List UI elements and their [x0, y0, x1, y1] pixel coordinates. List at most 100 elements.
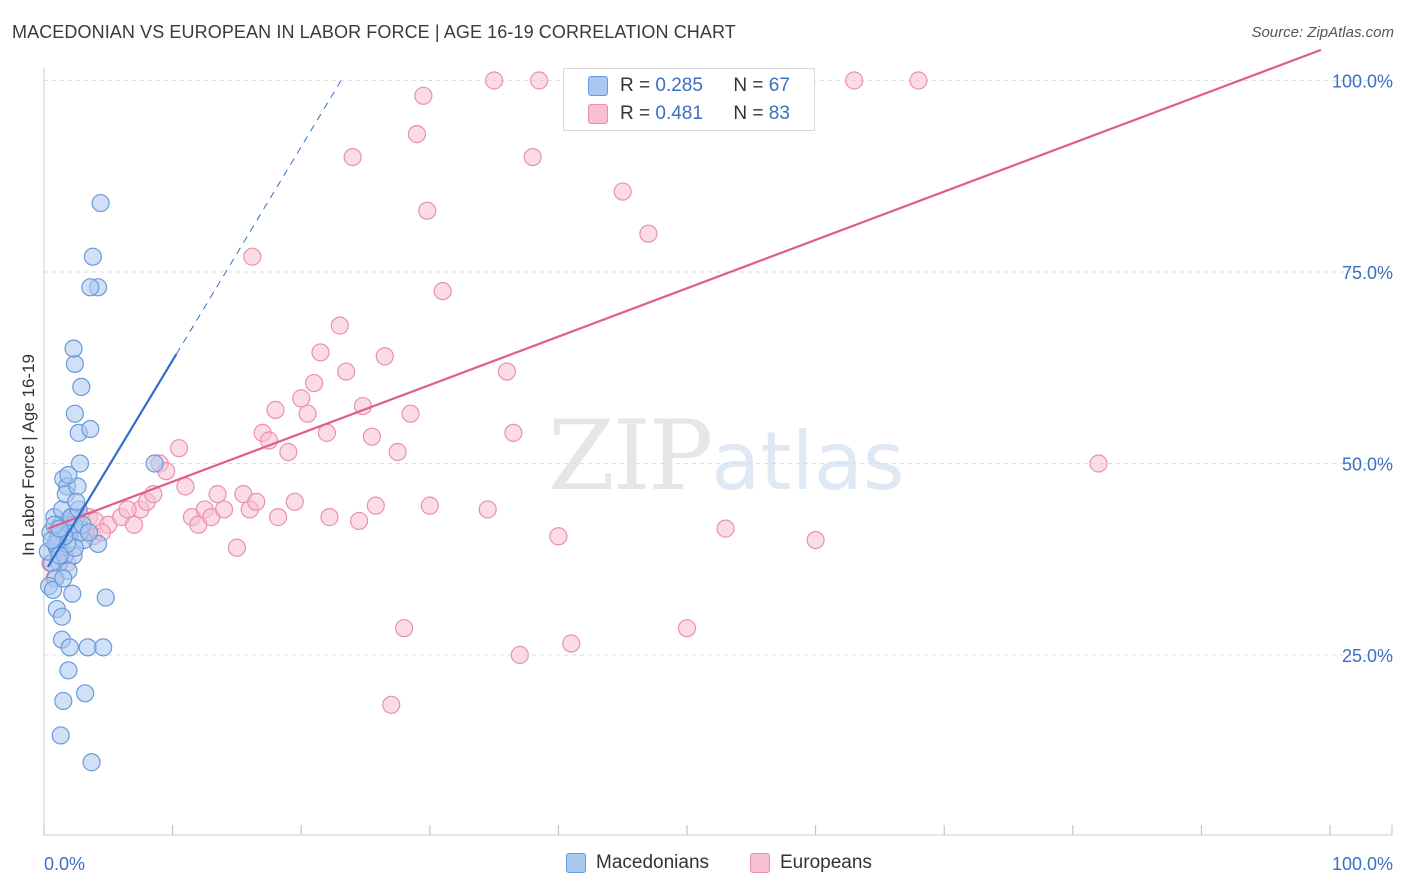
european-point — [243, 247, 262, 266]
european-point — [362, 427, 382, 446]
legend-item-macedonians[interactable]: Macedonians — [566, 852, 709, 874]
grid-lines — [44, 80, 1390, 656]
european-point — [523, 148, 542, 167]
macedonian-point — [54, 691, 73, 711]
european-point — [510, 645, 529, 665]
macedonian-point — [76, 684, 95, 703]
macedonian-point — [79, 523, 99, 542]
macedonian-point — [65, 404, 84, 423]
y-tick-label: 25.0% — [1342, 646, 1393, 666]
european-point — [420, 496, 439, 515]
macedonian-point — [60, 638, 79, 657]
european-point — [388, 442, 407, 462]
axes — [43, 68, 1393, 836]
macedonian-trend-line — [46, 353, 178, 568]
macedonian-point — [81, 278, 100, 297]
europeans-r-value: 0.481 — [655, 103, 703, 124]
european-point — [418, 201, 437, 220]
macedonian-points — [38, 193, 164, 772]
x-tick-label-end: 100.0% — [1332, 854, 1393, 874]
european-point — [716, 519, 735, 538]
y-tick-label: 50.0% — [1342, 455, 1393, 475]
european-point — [478, 500, 497, 519]
european-point — [169, 439, 189, 458]
axis-labels: 25.0% 50.0% 75.0% 100.0% 0.0% 100.0% In Labor … — [19, 72, 1393, 875]
y-tick-label: 100.0% — [1332, 72, 1393, 92]
macedonian-point — [63, 584, 82, 603]
macedonian-point — [54, 569, 73, 588]
macedonians-n-value: 67 — [768, 75, 790, 96]
legend-europeans-swatch — [750, 853, 770, 873]
macedonian-point — [65, 354, 84, 374]
european-point — [176, 477, 195, 496]
legend-macedonians-swatch — [566, 853, 586, 873]
european-point — [485, 71, 504, 90]
stats-legend: R = 0.285 N = 67 R = 0.481 N = 83 — [563, 68, 815, 131]
european-trend-line — [47, 48, 1322, 530]
european-point — [279, 442, 298, 462]
macedonians-swatch — [588, 76, 608, 96]
european-point — [909, 71, 928, 90]
european-point — [285, 492, 304, 511]
macedonian-point — [96, 588, 115, 607]
european-point — [504, 423, 523, 442]
macedonian-point — [91, 193, 110, 213]
trend-lines — [46, 48, 1322, 568]
european-point — [549, 527, 568, 546]
x-tick-label-start: 0.0% — [44, 854, 85, 874]
european-point — [349, 511, 369, 531]
macedonian-point — [94, 638, 113, 657]
european-point — [639, 224, 658, 243]
europeans-swatch — [588, 104, 608, 124]
european-point — [382, 695, 401, 714]
european-point — [433, 282, 452, 301]
european-point — [375, 347, 394, 366]
stats-row-europeans: R = 0.481 N = 83 — [564, 99, 790, 129]
chart-source: Source: ZipAtlas.com — [1251, 24, 1394, 41]
european-points — [41, 71, 1108, 714]
european-point — [266, 400, 285, 419]
european-point — [124, 515, 144, 534]
european-point — [208, 485, 227, 504]
european-point — [562, 634, 581, 653]
european-point — [845, 71, 864, 90]
european-point — [401, 404, 420, 423]
european-point — [337, 362, 356, 381]
watermark-zip: ZIP — [548, 400, 713, 512]
macedonian-point — [43, 580, 63, 599]
y-axis-title: In Labor Force | Age 16-19 — [19, 354, 38, 556]
macedonian-point — [72, 377, 91, 396]
european-point — [343, 148, 362, 167]
macedonian-point — [81, 419, 100, 439]
legend-macedonians-label: Macedonians — [596, 852, 710, 873]
european-point — [497, 362, 517, 381]
macedonian-point — [64, 339, 83, 358]
european-point — [1089, 454, 1108, 473]
european-point — [118, 500, 137, 519]
european-point — [214, 500, 234, 519]
european-point — [407, 125, 427, 144]
legend-item-europeans[interactable]: Europeans — [750, 852, 872, 874]
macedonians-n-label: N = — [733, 75, 769, 96]
macedonian-point — [51, 726, 70, 745]
european-point — [806, 530, 825, 550]
european-point — [414, 86, 433, 105]
europeans-n-label: N = — [733, 103, 769, 124]
legend-europeans-label: Europeans — [780, 852, 872, 873]
european-point — [227, 538, 246, 557]
european-point — [292, 389, 311, 408]
macedonians-r-label: R = — [620, 75, 656, 96]
european-point — [311, 343, 330, 362]
macedonian-point — [82, 753, 101, 772]
macedonian-point — [52, 607, 72, 626]
macedonian-point — [67, 492, 86, 511]
watermark-atlas: atlas — [711, 415, 905, 508]
macedonian-point — [59, 465, 78, 485]
european-point — [613, 182, 632, 201]
europeans-r-label: R = — [620, 103, 656, 124]
macedonian-point — [83, 247, 102, 266]
macedonian-point — [78, 638, 97, 657]
european-point — [366, 496, 385, 515]
european-point — [677, 619, 697, 638]
